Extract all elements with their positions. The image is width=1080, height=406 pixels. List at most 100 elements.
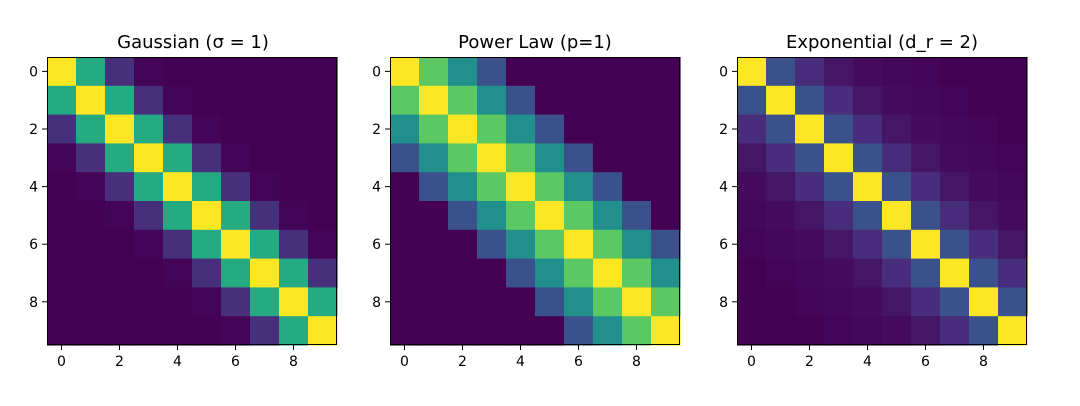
heatmap-cell <box>506 258 536 288</box>
heatmap-cell <box>308 85 338 116</box>
heatmap-cell <box>279 57 309 87</box>
heatmap-cell <box>593 172 623 202</box>
heatmap-cell <box>134 143 164 173</box>
heatmap-cell <box>250 229 280 260</box>
heatmap-cell <box>651 287 681 317</box>
heatmap-cell <box>477 172 507 202</box>
heatmap-cell <box>390 287 420 317</box>
heatmap-cell <box>221 287 251 317</box>
heatmap-cell <box>622 316 652 346</box>
heatmap-cell <box>76 172 106 202</box>
heatmap-cell <box>506 85 536 116</box>
heatmap-cell <box>998 316 1028 346</box>
heatmap-cell <box>448 57 478 87</box>
heatmap-cell <box>308 316 338 346</box>
heatmap-cell <box>308 114 338 144</box>
heatmap-cell <box>911 287 941 317</box>
heatmap-cell <box>105 114 135 144</box>
heatmap-cell <box>506 201 536 231</box>
heatmap-cell <box>593 316 623 346</box>
heatmap-cells-gaussian <box>47 57 338 346</box>
heatmap-cell <box>76 316 106 346</box>
x-tick-label: 4 <box>173 354 182 370</box>
heatmap-cell <box>853 287 883 317</box>
heatmap-cell <box>535 316 565 346</box>
x-tick-label: 8 <box>289 354 298 370</box>
heatmap-cell <box>593 57 623 87</box>
heatmap-cell <box>134 114 164 144</box>
heatmap-cell <box>969 258 999 288</box>
heatmap-cell <box>969 316 999 346</box>
heatmap-cell <box>477 143 507 173</box>
heatmap-cell <box>250 114 280 144</box>
heatmap-cell <box>163 258 193 288</box>
heatmap-cell <box>593 258 623 288</box>
heatmap-cell <box>853 316 883 346</box>
heatmap-cell <box>940 85 970 116</box>
heatmap-cell <box>105 57 135 87</box>
heatmap-cell <box>390 85 420 116</box>
heatmap-cell <box>390 57 420 87</box>
heatmap-cell <box>651 258 681 288</box>
heatmap-cell <box>824 316 854 346</box>
heatmap-cell <box>882 172 912 202</box>
heatmap-cell <box>192 258 222 288</box>
heatmap-cell <box>911 114 941 144</box>
heatmap-cell <box>737 57 767 87</box>
panel-power-law: Power Law (p=1) 0 2 4 6 8 0 2 4 6 8 <box>372 32 681 370</box>
heatmap-cell <box>853 85 883 116</box>
heatmap-cell <box>76 229 106 260</box>
heatmap-cell <box>795 201 825 231</box>
heatmap-cell <box>279 258 309 288</box>
heatmap-cell <box>998 85 1028 116</box>
heatmap-cell <box>279 229 309 260</box>
heatmap-cell <box>279 201 309 231</box>
heatmap-cell <box>737 201 767 231</box>
heatmap-cell <box>564 258 594 288</box>
heatmap-cell <box>506 229 536 260</box>
heatmap-cell <box>47 287 77 317</box>
heatmap-cell <box>622 114 652 144</box>
heatmap-cell <box>766 172 796 202</box>
heatmap-cell <box>47 258 77 288</box>
heatmap-cell <box>535 258 565 288</box>
heatmap-cell <box>448 172 478 202</box>
heatmap-cell <box>419 316 449 346</box>
y-tick-label: 8 <box>372 295 381 311</box>
heatmap-cell <box>911 229 941 260</box>
heatmap-cell <box>76 143 106 173</box>
heatmap-cell <box>622 85 652 116</box>
heatmap-cell <box>824 85 854 116</box>
heatmap-cell <box>134 172 164 202</box>
heatmap-cell <box>795 287 825 317</box>
heatmap-cell <box>940 57 970 87</box>
heatmap-cell <box>940 143 970 173</box>
heatmap-cell <box>279 114 309 144</box>
heatmap-cell <box>998 114 1028 144</box>
heatmap-cell <box>250 172 280 202</box>
y-tick-label: 4 <box>372 180 381 196</box>
heatmap-cell <box>477 287 507 317</box>
y-tick-label: 2 <box>719 122 728 138</box>
heatmap-cell <box>853 143 883 173</box>
heatmap-cell <box>477 316 507 346</box>
x-tick-label: 0 <box>57 354 66 370</box>
heatmap-cell <box>593 287 623 317</box>
heatmap-cell <box>969 172 999 202</box>
heatmap-cell <box>419 114 449 144</box>
heatmap-cell <box>192 114 222 144</box>
heatmap-cell <box>564 201 594 231</box>
y-tick-label: 0 <box>719 64 728 80</box>
x-tick-label: 8 <box>979 354 988 370</box>
y-tick-label: 6 <box>29 237 38 253</box>
heatmap-cell <box>419 258 449 288</box>
heatmap-cell <box>134 201 164 231</box>
heatmap-cell <box>564 143 594 173</box>
heatmap-cell <box>105 287 135 317</box>
heatmap-cell <box>998 172 1028 202</box>
heatmap-cell <box>940 172 970 202</box>
heatmap-cell <box>766 57 796 87</box>
panel-exponential: Exponential (d_r = 2) 0 2 4 6 8 0 2 4 6 8 <box>719 32 1028 370</box>
heatmap-cell <box>940 229 970 260</box>
